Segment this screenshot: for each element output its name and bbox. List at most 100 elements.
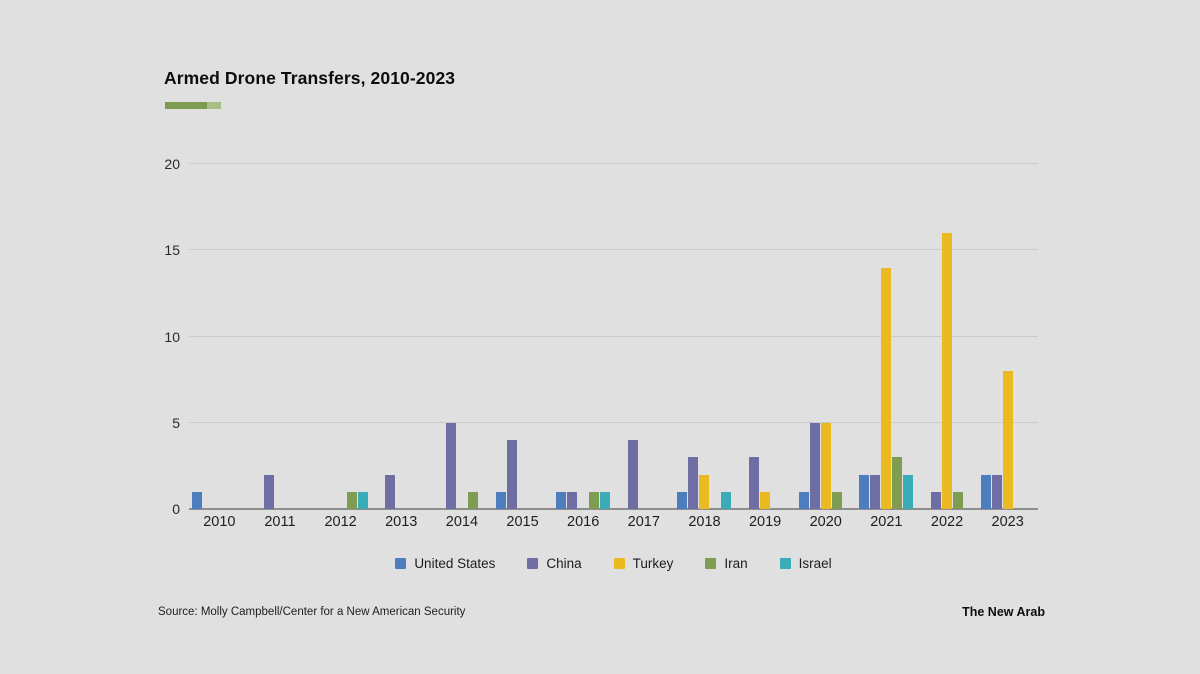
bar-slot: [214, 164, 224, 509]
gridline-15: [189, 249, 1038, 251]
bar-group-2022: [917, 164, 978, 509]
bar-slot: [1014, 164, 1024, 509]
bar-china-2017: [627, 440, 638, 509]
x-tick-label-2019: 2019: [748, 514, 782, 530]
chart-legend: United States China Turkey Iran Israel: [189, 556, 1038, 571]
bar-slot: [710, 164, 720, 509]
bar-slot: [479, 164, 489, 509]
bar-slot: [738, 164, 748, 509]
y-tick-label-5: 5: [172, 414, 180, 431]
bar-slot: [314, 164, 324, 509]
bar-slot: [771, 164, 781, 509]
bar-slot: [203, 164, 213, 509]
bar-slot: [760, 164, 771, 509]
bar-united-states-2020: [798, 491, 809, 509]
bar-slot: [418, 164, 428, 509]
legend-label: Turkey: [632, 556, 674, 571]
legend-swatch-icon: [527, 558, 539, 569]
bar-turkey-2019: [760, 491, 771, 509]
bar-slot: [627, 164, 638, 509]
bar-slot: [589, 164, 600, 509]
bar-slot: [457, 164, 467, 509]
bar-slot: [435, 164, 445, 509]
bar-slot: [357, 164, 368, 509]
bar-iran-2022: [953, 491, 963, 509]
x-tick-label-2011: 2011: [264, 514, 296, 530]
x-tick-label-2015: 2015: [506, 514, 539, 530]
bar-slot: [953, 164, 963, 509]
publisher-brand: The New Arab: [962, 605, 1045, 619]
bar-united-states-2016: [556, 491, 567, 509]
bar-slot: [980, 164, 991, 509]
bar-slot: [831, 164, 842, 509]
bar-slot: [920, 164, 930, 509]
bar-israel-2012: [357, 491, 368, 509]
bar-slot: [650, 164, 660, 509]
x-tick-label-2023: 2023: [991, 514, 1024, 530]
bar-slot: [782, 164, 792, 509]
bar-israel-2016: [600, 491, 611, 509]
bar-slot: [600, 164, 611, 509]
bar-slot: [336, 164, 346, 509]
bar-israel-2021: [903, 474, 914, 509]
bar-china-2014: [445, 422, 456, 509]
legend-label: China: [546, 556, 582, 571]
bar-slot: [556, 164, 567, 509]
title-accent-bar: [165, 102, 221, 109]
bar-slot: [661, 164, 671, 509]
bar-turkey-2018: [699, 474, 710, 509]
x-tick-label-2021: 2021: [870, 514, 903, 530]
bar-united-states-2018: [677, 491, 688, 509]
bar-slot: [236, 164, 246, 509]
bar-slot: [1025, 164, 1035, 509]
bar-slot: [617, 164, 627, 509]
bar-slot: [529, 164, 539, 509]
bar-slot: [578, 164, 588, 509]
bar-slot: [881, 164, 892, 509]
plot-area: [189, 163, 1038, 510]
bar-china-2023: [991, 474, 1002, 509]
bar-group-2023: [977, 164, 1038, 509]
x-tick-label-2022: 2022: [930, 514, 964, 530]
bar-slot: [843, 164, 853, 509]
legend-item-turkey: Turkey: [613, 556, 674, 571]
legend-item-iran: Iran: [705, 556, 748, 571]
bar-slot: [567, 164, 578, 509]
gridline-20: [189, 163, 1038, 164]
x-tick-label-2014: 2014: [445, 514, 479, 530]
bar-slot: [1002, 164, 1013, 509]
bar-slot: [225, 164, 235, 509]
bar-china-2018: [688, 457, 699, 509]
bar-group-2015: [492, 164, 553, 509]
bar-slot: [964, 164, 974, 509]
bar-slot: [325, 164, 335, 509]
x-tick-label-2017: 2017: [627, 514, 660, 530]
bar-slot: [540, 164, 550, 509]
accent-segment-light: [207, 102, 221, 109]
bar-iran-2012: [346, 491, 357, 509]
bar-group-2014: [432, 164, 493, 509]
bar-slot: [346, 164, 357, 509]
gridline-10: [189, 335, 1038, 337]
x-tick-label-2016: 2016: [567, 514, 600, 530]
legend-swatch-icon: [705, 558, 717, 569]
bar-slot: [699, 164, 710, 509]
bar-groups: [189, 164, 1038, 509]
bar-slot: [286, 164, 296, 509]
bar-slot: [253, 164, 263, 509]
bar-iran-2020: [831, 491, 842, 509]
chart-title: Armed Drone Transfers, 2010-2023: [164, 68, 456, 88]
bar-united-states-2021: [859, 474, 870, 509]
bar-slot: [820, 164, 831, 509]
bar-slot: [385, 164, 396, 509]
y-tick-label-15: 15: [164, 242, 180, 259]
bar-slot: [467, 164, 478, 509]
bar-slot: [859, 164, 870, 509]
bar-slot: [749, 164, 760, 509]
bar-slot: [374, 164, 384, 509]
bar-slot: [297, 164, 307, 509]
bar-slot: [407, 164, 417, 509]
bar-slot: [396, 164, 406, 509]
bar-slot: [798, 164, 809, 509]
